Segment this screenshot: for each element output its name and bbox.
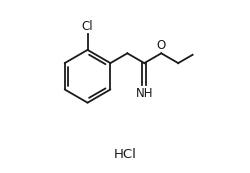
- Text: NH: NH: [136, 86, 153, 100]
- Text: O: O: [157, 39, 166, 52]
- Text: Cl: Cl: [82, 20, 93, 33]
- Text: HCl: HCl: [114, 148, 136, 161]
